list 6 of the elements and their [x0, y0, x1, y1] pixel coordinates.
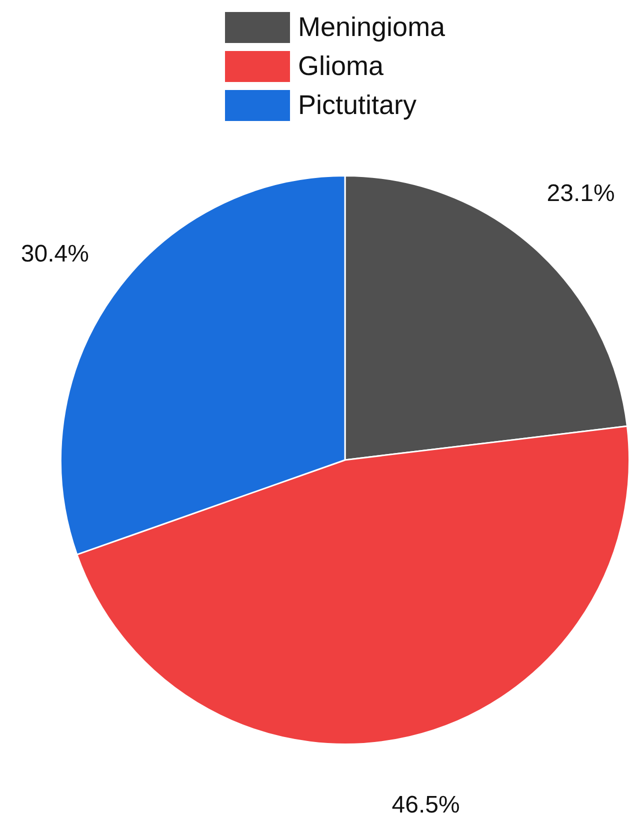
data-label: 30.4% — [20, 240, 89, 268]
legend-label: Glioma — [298, 51, 384, 82]
legend-label: Meningioma — [298, 12, 446, 43]
data-label: 46.5% — [392, 792, 460, 819]
legend-label: Pictutitary — [298, 90, 417, 121]
data-label: 23.1% — [546, 180, 615, 207]
